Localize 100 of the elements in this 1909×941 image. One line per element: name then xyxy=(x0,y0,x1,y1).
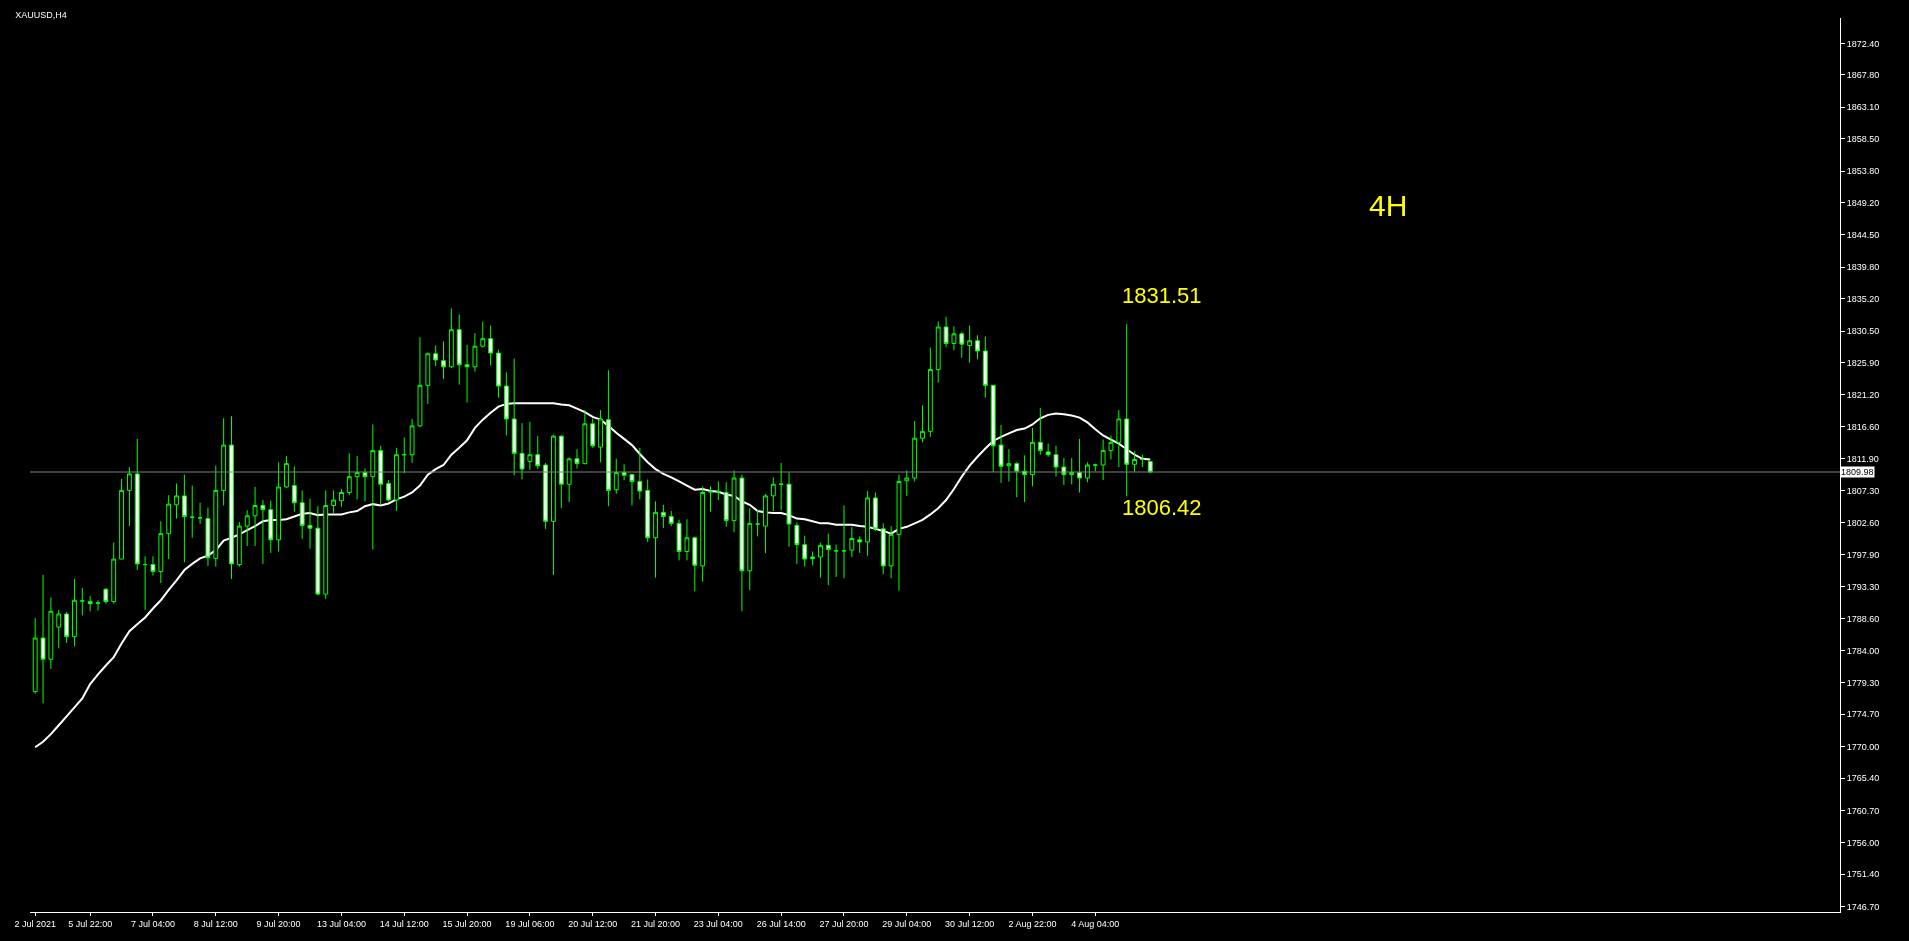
candlestick xyxy=(456,314,462,386)
candlestick xyxy=(943,316,949,348)
y-tick-label: 1811.90 xyxy=(1846,453,1879,464)
candlestick xyxy=(1030,427,1035,487)
y-tick-label: 1844.50 xyxy=(1846,230,1880,241)
candlestick xyxy=(1077,438,1082,493)
candlestick xyxy=(739,474,745,612)
y-tick-label: 1770.00 xyxy=(1846,741,1880,752)
candlestick xyxy=(613,458,619,495)
candlestick xyxy=(252,486,258,547)
candlestick xyxy=(1100,439,1106,481)
x-tick-label: 8 Jul 12:00 xyxy=(193,918,238,929)
candlestick xyxy=(888,525,894,579)
candlestick xyxy=(747,507,753,591)
candlestick xyxy=(181,474,187,563)
candlestick xyxy=(103,587,109,605)
candlestick xyxy=(480,320,486,349)
candlestick xyxy=(236,521,242,568)
candlestick xyxy=(284,455,289,489)
ref-line-label: 1809.98 xyxy=(1841,467,1874,477)
candlestick xyxy=(166,494,172,560)
candlestick xyxy=(715,480,721,501)
y-tick-label: 1751.40 xyxy=(1846,869,1880,880)
candlestick xyxy=(723,481,729,528)
x-tick-label: 7 Jul 04:00 xyxy=(130,918,175,929)
candlestick xyxy=(1045,443,1051,458)
candlestick xyxy=(1037,407,1043,456)
candlestick xyxy=(315,505,321,596)
candlestick xyxy=(778,462,784,511)
candlestick xyxy=(535,435,541,470)
candlestick xyxy=(244,509,250,547)
candlestick xyxy=(865,490,870,557)
candlestick xyxy=(111,542,117,605)
y-tick-label: 1765.40 xyxy=(1846,773,1880,784)
candlestick xyxy=(1092,463,1098,472)
candlestick xyxy=(1014,461,1020,498)
y-tick-label: 1816.60 xyxy=(1846,421,1880,432)
y-tick-label: 1825.90 xyxy=(1846,357,1880,368)
x-tick-label: 9 Jul 20:00 xyxy=(256,918,301,929)
candlestick xyxy=(731,469,737,533)
candlestick xyxy=(676,519,682,561)
candlestick xyxy=(998,424,1004,484)
y-tick-label: 1784.00 xyxy=(1846,645,1880,656)
candlestick xyxy=(464,344,470,404)
candlestick xyxy=(448,307,454,369)
candlestick xyxy=(331,489,336,514)
candlestick xyxy=(590,417,596,449)
candlestick xyxy=(786,472,792,548)
candlestick xyxy=(1069,457,1075,485)
candlestick xyxy=(362,467,368,502)
y-tick-label: 1858.50 xyxy=(1846,134,1880,144)
y-tick-label: 1802.60 xyxy=(1846,517,1880,528)
candlestick xyxy=(653,500,658,579)
candlestick xyxy=(268,500,274,554)
candlestick xyxy=(189,485,195,539)
candlestick xyxy=(692,535,698,592)
candlestick xyxy=(519,422,525,480)
y-tick-label: 1779.30 xyxy=(1846,677,1880,688)
candlestick xyxy=(150,555,156,577)
candlestick xyxy=(417,336,423,428)
candlestick xyxy=(197,502,203,525)
candlestick xyxy=(1132,450,1137,473)
candlestick xyxy=(770,476,776,512)
y-tick-label: 1839.80 xyxy=(1846,262,1880,273)
y-tick-label: 1872.40 xyxy=(1846,38,1880,49)
candlestick xyxy=(119,478,124,560)
candlestick xyxy=(339,488,344,508)
annotation: 1831.51 xyxy=(1122,283,1202,308)
x-tick-label: 20 Jul 12:00 xyxy=(568,918,618,929)
candlestick xyxy=(637,447,643,500)
y-tick-label: 1867.80 xyxy=(1846,70,1880,81)
y-tick-label: 1760.70 xyxy=(1846,805,1880,816)
x-tick-label: 5 Jul 22:00 xyxy=(68,918,113,929)
candlestick xyxy=(794,522,800,565)
candlestick xyxy=(142,555,148,611)
candlestick xyxy=(307,498,313,550)
candlestick xyxy=(425,351,431,405)
candlestick xyxy=(1116,409,1122,468)
candlestick xyxy=(56,609,62,649)
candlestick xyxy=(802,535,808,568)
candlestick xyxy=(912,420,918,482)
x-tick-label: 21 Jul 20:00 xyxy=(631,918,681,929)
y-tick-label: 1821.20 xyxy=(1846,390,1880,401)
candlestick xyxy=(920,404,925,443)
candlestick xyxy=(629,473,635,507)
candlestick xyxy=(833,544,839,578)
candlestick xyxy=(354,455,360,500)
candlestick xyxy=(433,345,439,367)
candlestick xyxy=(386,479,391,502)
candlestick xyxy=(857,535,863,554)
candlestick xyxy=(158,520,164,584)
annotation: 1806.42 xyxy=(1122,495,1202,520)
x-tick-label: 4 Aug 04:00 xyxy=(1071,918,1120,929)
candlestick xyxy=(543,462,549,530)
candlestick xyxy=(763,493,768,554)
x-tick-label: 30 Jul 12:00 xyxy=(945,918,995,929)
candlestick xyxy=(598,409,603,463)
y-tick-label: 1849.20 xyxy=(1846,197,1880,208)
candlestick xyxy=(810,551,816,566)
candlestick xyxy=(621,463,627,481)
